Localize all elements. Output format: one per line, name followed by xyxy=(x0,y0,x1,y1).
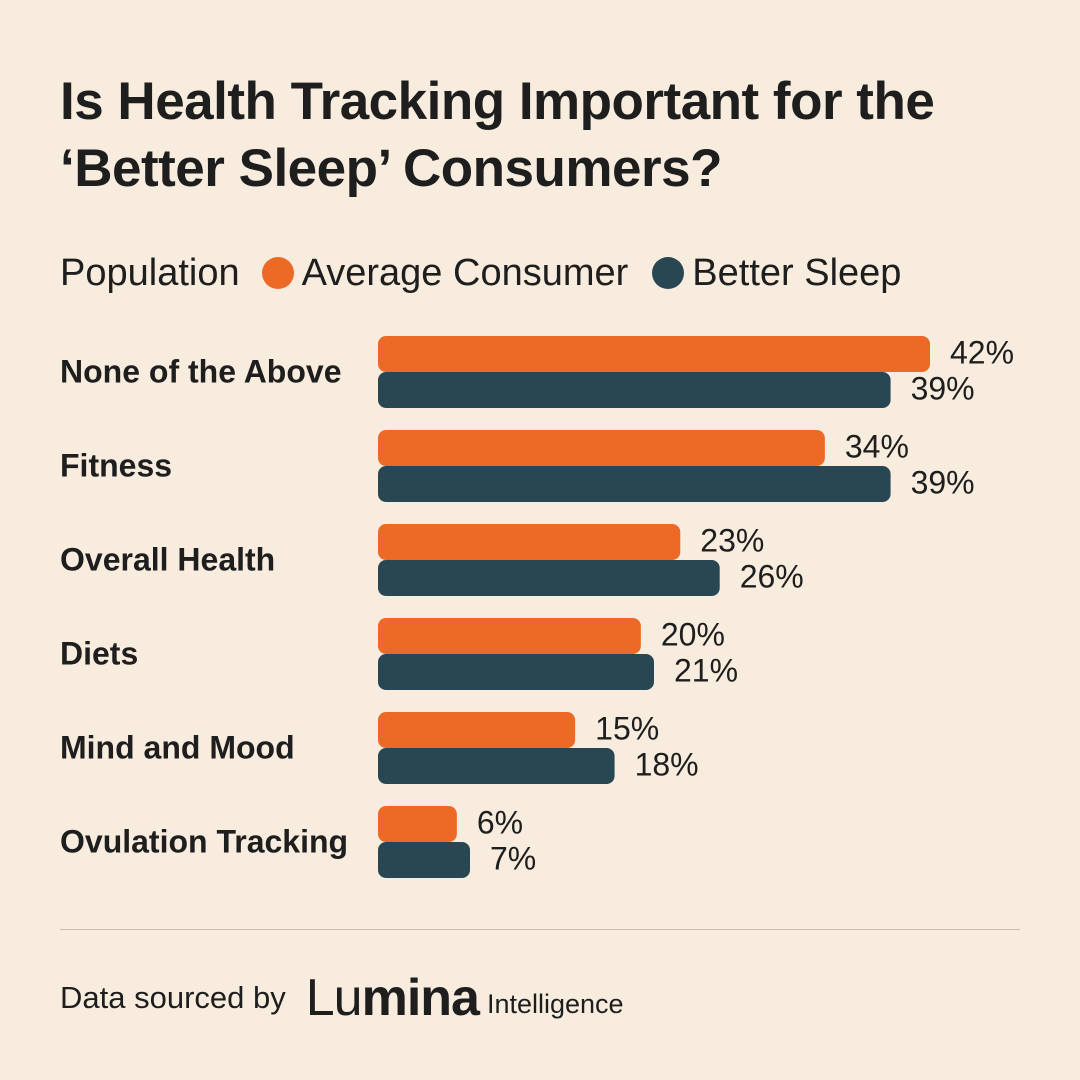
data-label-better-sleep-none-of-the-above: 39% xyxy=(911,370,975,406)
bar-better-sleep-ovulation-tracking xyxy=(378,842,470,878)
category-label-none-of-the-above: None of the Above xyxy=(60,353,341,389)
title-line-2: ‘Better Sleep’ Consumers? xyxy=(60,139,722,198)
legend-title: Population xyxy=(60,251,240,294)
bar-better-sleep-none-of-the-above xyxy=(378,372,891,408)
bar-average-consumer-mind-and-mood xyxy=(378,712,576,748)
bar-better-sleep-diets xyxy=(378,654,654,690)
category-label-fitness: Fitness xyxy=(60,447,172,483)
data-label-average-consumer-fitness: 34% xyxy=(845,428,909,464)
legend-label-average-consumer: Average Consumer xyxy=(301,251,629,294)
data-label-better-sleep-overall-health: 26% xyxy=(740,558,804,594)
data-label-better-sleep-mind-and-mood: 18% xyxy=(635,746,699,782)
legend-item-average-consumer: Average Consumer xyxy=(261,251,629,295)
data-label-better-sleep-ovulation-tracking: 7% xyxy=(490,840,536,876)
data-label-average-consumer-diets: 20% xyxy=(661,616,725,652)
logo-subtitle: Intelligence xyxy=(486,988,624,1019)
bar-average-consumer-fitness xyxy=(378,430,825,466)
bar-average-consumer-diets xyxy=(378,618,641,654)
data-label-average-consumer-mind-and-mood: 15% xyxy=(595,710,659,746)
title-line-1: Is Health Tracking Important for the xyxy=(60,72,935,131)
bar-better-sleep-fitness xyxy=(378,466,891,502)
data-label-better-sleep-fitness: 39% xyxy=(911,464,975,500)
category-label-mind-and-mood: Mind and Mood xyxy=(60,729,295,765)
bar-chart: None of the Above42%39%Fitness34%39%Over… xyxy=(60,334,1014,878)
bar-average-consumer-ovulation-tracking xyxy=(378,806,457,842)
category-label-ovulation-tracking: Ovulation Tracking xyxy=(60,823,348,859)
category-label-overall-health: Overall Health xyxy=(60,541,275,577)
legend-item-better-sleep: Better Sleep xyxy=(652,252,901,295)
data-label-average-consumer-ovulation-tracking: 6% xyxy=(477,804,523,840)
source-label: Data sourced by xyxy=(60,980,286,1015)
lumina-logo: Lumina xyxy=(305,969,480,1027)
legend: Population Average Consumer Better Sleep xyxy=(60,250,925,296)
bar-average-consumer-overall-health xyxy=(378,524,681,560)
legend-swatch-better-sleep xyxy=(652,257,685,289)
data-label-better-sleep-diets: 21% xyxy=(674,652,738,688)
legend-label-better-sleep: Better Sleep xyxy=(692,251,902,294)
data-label-average-consumer-overall-health: 23% xyxy=(700,522,764,558)
bar-better-sleep-mind-and-mood xyxy=(378,748,615,784)
footer-divider xyxy=(60,929,1020,930)
bar-better-sleep-overall-health xyxy=(378,560,720,596)
category-label-diets: Diets xyxy=(60,635,138,671)
bar-average-consumer-none-of-the-above xyxy=(378,336,930,372)
footer: Data sourced by Lumina Intelligence xyxy=(60,970,624,1026)
data-label-average-consumer-none-of-the-above: 42% xyxy=(950,334,1014,370)
legend-swatch-average-consumer xyxy=(261,257,294,289)
chart-title: Is Health Tracking Important for the ‘Be… xyxy=(60,68,1020,202)
